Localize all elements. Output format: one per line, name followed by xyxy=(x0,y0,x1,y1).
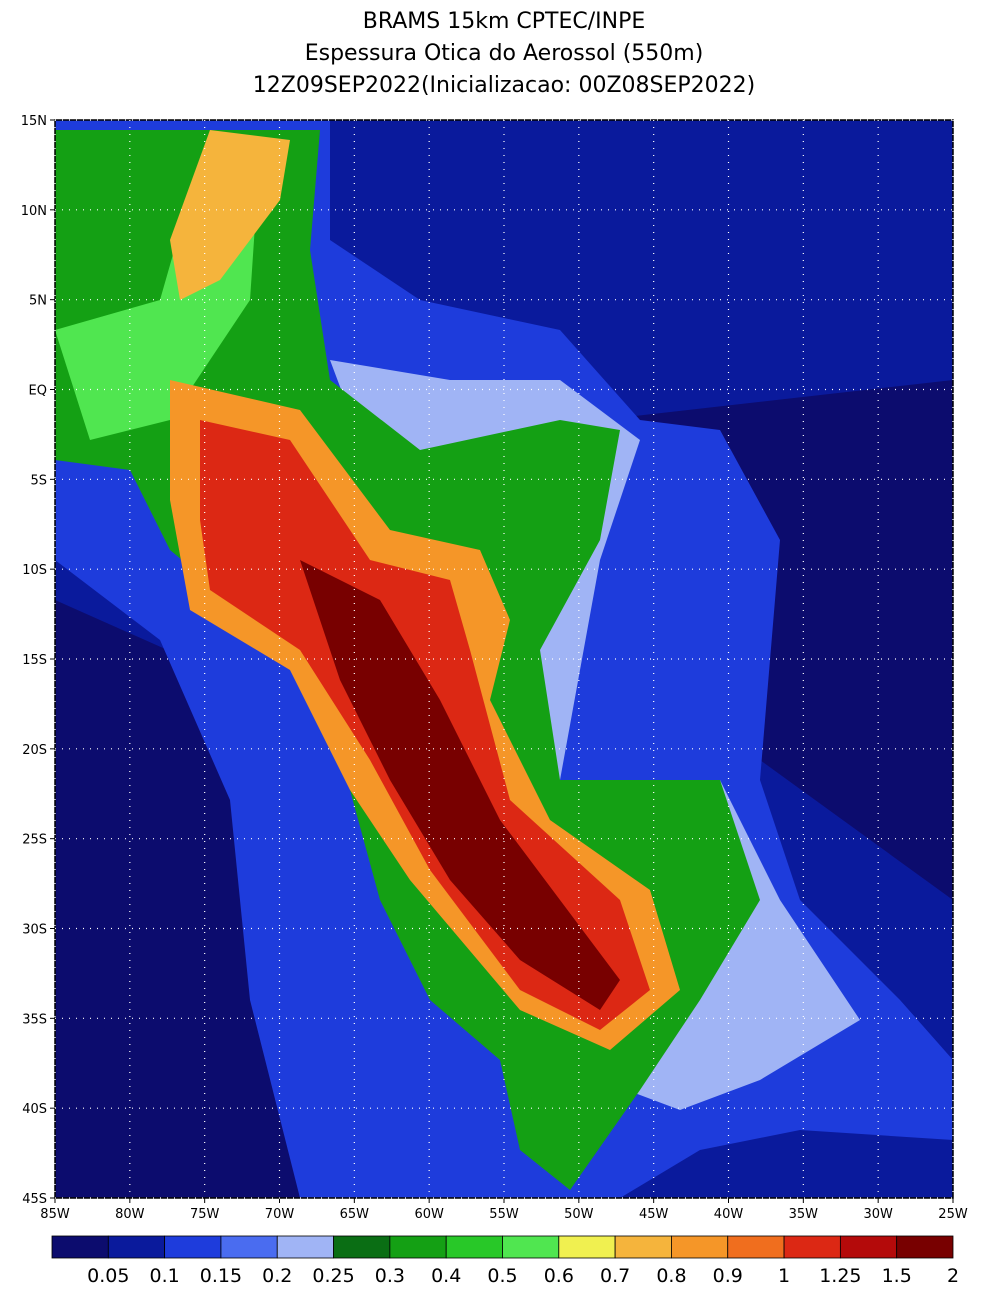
colorbar-label: 0.7 xyxy=(600,1265,630,1287)
colorbar-label: 0.25 xyxy=(312,1265,354,1287)
x-tick-label: 50W xyxy=(564,1207,594,1222)
colorbar-label: 0.15 xyxy=(200,1265,242,1287)
colorbar-swatch xyxy=(220,1235,278,1259)
colorbar-label: 1 xyxy=(778,1265,790,1287)
title-line: BRAMS 15km CPTEC/INPE xyxy=(363,9,646,34)
colorbar-label: 0.5 xyxy=(487,1265,517,1287)
colorbar-swatch xyxy=(558,1235,616,1259)
colorbar-label: 1.25 xyxy=(819,1265,861,1287)
x-tick-label: 45W xyxy=(639,1207,669,1222)
colorbar-label: 0.9 xyxy=(713,1265,743,1287)
colorbar-swatch xyxy=(333,1235,391,1259)
y-tick-label: 35S xyxy=(22,1012,47,1027)
x-tick-label: 30W xyxy=(863,1207,893,1222)
colorbar-swatch xyxy=(502,1235,560,1259)
x-tick-label: 85W xyxy=(40,1207,70,1222)
y-tick-label: 30S xyxy=(22,923,47,938)
colorbar-swatch xyxy=(445,1235,503,1259)
title-line: 12Z09SEP2022(Inicializacao: 00Z08SEP2022… xyxy=(253,73,755,98)
x-tick-label: 65W xyxy=(340,1207,370,1222)
colorbar-swatch xyxy=(107,1235,166,1259)
aerosol-darkred xyxy=(300,560,620,1010)
colorbar-label: 1.5 xyxy=(882,1265,912,1287)
x-tick-label: 35W xyxy=(789,1207,819,1222)
colorbar-swatch xyxy=(614,1235,672,1259)
colorbar-swatch xyxy=(896,1235,954,1259)
y-tick-label: 15S xyxy=(22,653,47,668)
y-tick-label: 15N xyxy=(21,114,47,129)
y-tick-label: EQ xyxy=(29,384,47,399)
colorbar-label: 0.2 xyxy=(262,1265,292,1287)
x-tick-label: 25W xyxy=(938,1207,968,1222)
x-tick-label: 80W xyxy=(115,1207,145,1222)
colorbar-label: 0.3 xyxy=(375,1265,405,1287)
y-tick-label: 5S xyxy=(30,473,47,488)
y-tick-label: 10N xyxy=(21,204,47,219)
colorbar-swatch xyxy=(839,1235,898,1259)
colorbar-label: 0.8 xyxy=(656,1265,686,1287)
colorbar-swatch xyxy=(671,1235,729,1259)
y-tick-label: 45S xyxy=(22,1192,47,1207)
colorbar-swatch xyxy=(164,1235,222,1259)
x-tick-label: 75W xyxy=(190,1207,220,1222)
x-tick-label: 40W xyxy=(714,1207,744,1222)
x-tick-label: 60W xyxy=(414,1207,444,1222)
y-tick-label: 25S xyxy=(22,833,47,848)
y-tick-label: 40S xyxy=(22,1102,47,1117)
colorbar-label: 2 xyxy=(947,1265,959,1287)
y-tick-label: 10S xyxy=(22,563,47,578)
colorbar-swatch xyxy=(51,1235,109,1259)
y-tick-label: 20S xyxy=(22,743,47,758)
colorbar-swatch xyxy=(389,1235,447,1259)
colorbar-swatch xyxy=(276,1235,334,1259)
colorbar-swatch xyxy=(783,1235,841,1259)
y-tick-label: 5N xyxy=(29,294,47,309)
colorbar-label: 0.05 xyxy=(87,1265,129,1287)
colorbar-label: 0.6 xyxy=(544,1265,574,1287)
x-tick-label: 55W xyxy=(489,1207,519,1222)
title-line: Espessura Otica do Aerossol (550m) xyxy=(305,41,704,66)
colorbar-swatch xyxy=(727,1235,785,1259)
x-tick-label: 70W xyxy=(265,1207,295,1222)
colorbar-label: 0.1 xyxy=(150,1265,180,1287)
aerosol-yellow xyxy=(170,130,290,300)
colorbar-label: 0.4 xyxy=(431,1265,461,1287)
